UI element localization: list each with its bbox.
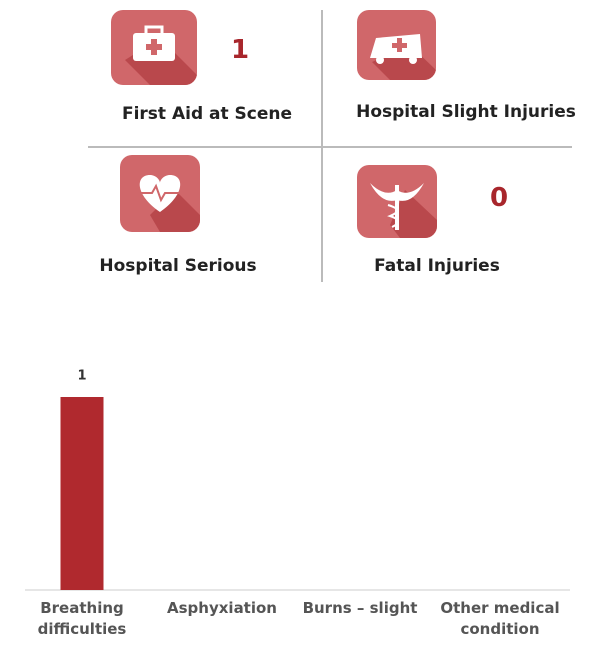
x-tick-label: Other medical condition bbox=[440, 599, 560, 638]
x-tick-label: Breathing difficulties bbox=[37, 599, 127, 638]
data-label: 1 bbox=[77, 368, 87, 384]
kpi-value: 0 bbox=[489, 183, 509, 213]
kpi-label: Hospital Slight Injuries bbox=[356, 102, 576, 122]
heart-icon bbox=[120, 155, 200, 232]
bar bbox=[60, 397, 104, 590]
first-aid-icon bbox=[111, 10, 197, 85]
kpi-value: 1 bbox=[230, 35, 250, 65]
kpi-label: First Aid at Scene bbox=[121, 104, 293, 124]
x-tick-label: Burns – slight bbox=[302, 599, 418, 617]
kpi-label: Hospital Serious bbox=[99, 256, 257, 276]
kpi-label: Fatal Injuries bbox=[374, 256, 500, 276]
ambulance-icon bbox=[357, 10, 436, 80]
x-tick-label: Asphyxiation bbox=[167, 599, 277, 617]
caduceus-icon bbox=[357, 165, 437, 238]
